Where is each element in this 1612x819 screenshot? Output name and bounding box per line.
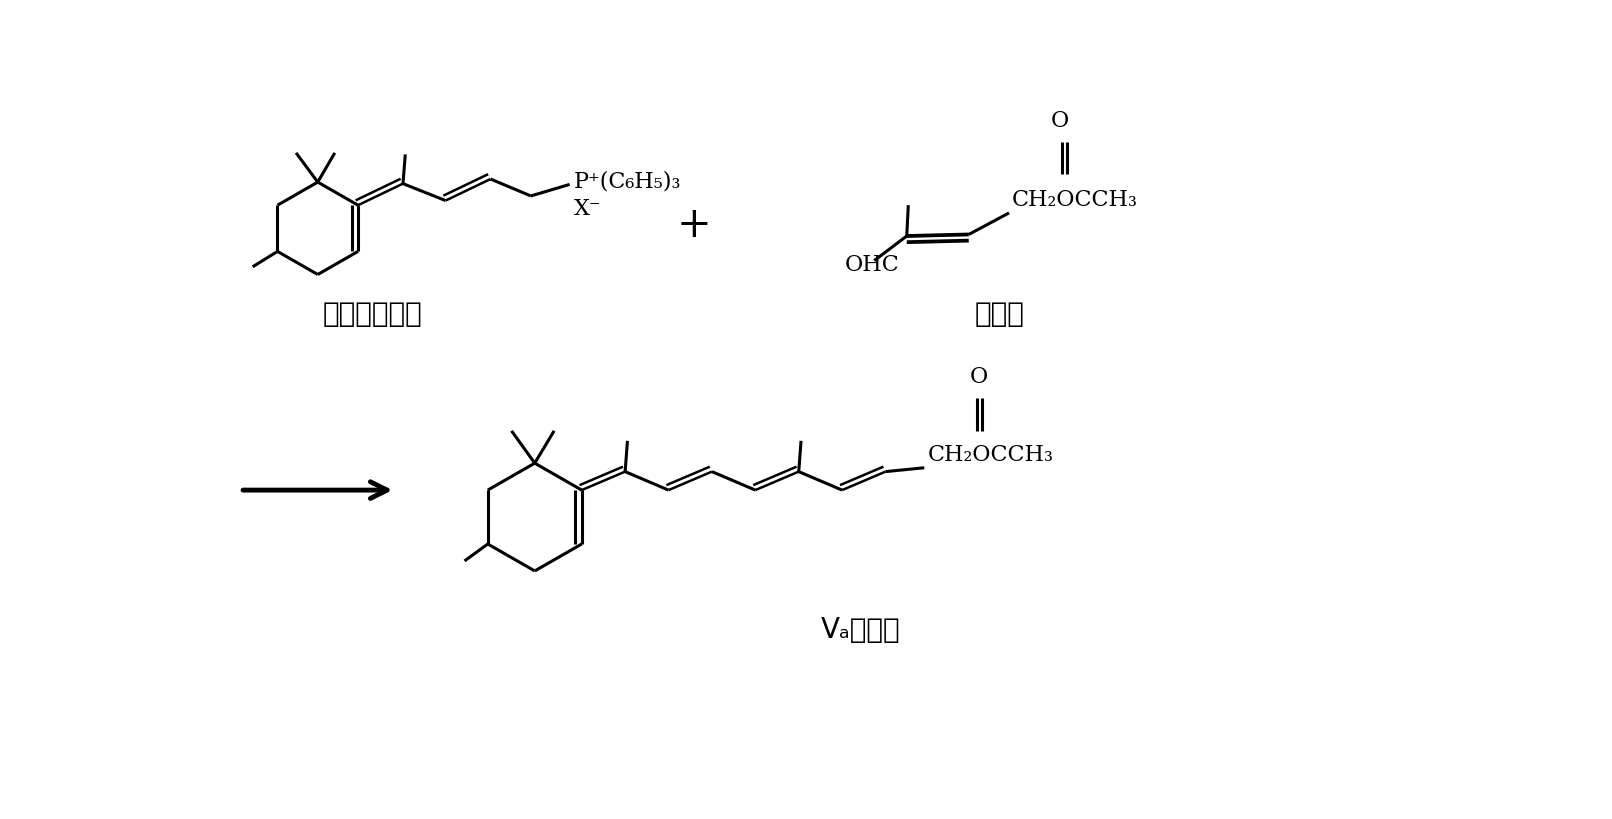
Text: 五碳醒: 五碳醒 [975,300,1025,328]
Text: O: O [1051,110,1069,131]
Text: Vₐ乙酸酯: Vₐ乙酸酯 [821,615,899,643]
Text: O: O [970,365,988,387]
Text: CH₂OCCH₃: CH₂OCCH₃ [1012,188,1138,210]
Text: X⁻: X⁻ [574,197,601,219]
Text: 十五碳中间体: 十五碳中间体 [322,300,422,328]
Text: CH₂OCCH₃: CH₂OCCH₃ [927,443,1053,465]
Text: P⁺(C₆H₅)₃: P⁺(C₆H₅)₃ [574,170,680,192]
Text: +: + [677,204,711,247]
Text: OHC: OHC [845,254,899,276]
